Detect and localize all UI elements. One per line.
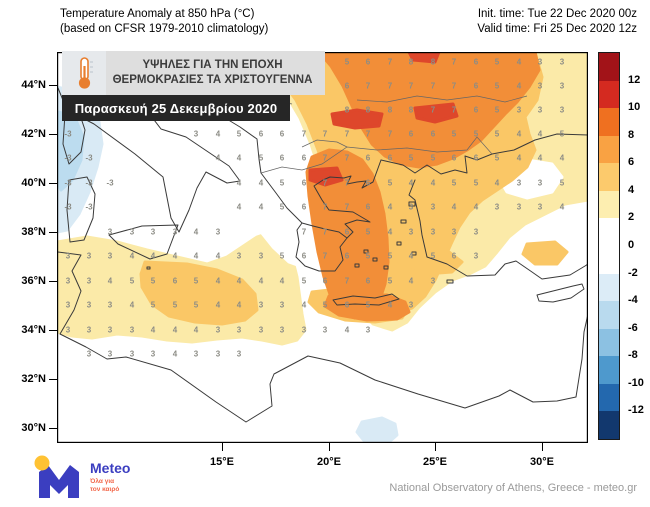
colorbar-label: -8 — [628, 349, 638, 362]
title-line-1: Temperature Anomaly at 850 hPa (°C) — [60, 8, 255, 20]
thermometer-icon — [62, 51, 106, 95]
model-times: Init. time: Tue 22 Dec 2020 00z Valid ti… — [477, 7, 637, 37]
lat-axis-label: 42°N — [21, 128, 46, 140]
map-title: Temperature Anomaly at 850 hPa (°C) (bas… — [60, 7, 268, 37]
headline-line-2: ΘΕΡΜΟΚΡΑΣΙΕΣ ΤΑ ΧΡΙΣΤΟΥΓΕΝΝΑ — [112, 74, 313, 86]
lon-tick — [329, 443, 331, 451]
colorbar-label: 10 — [628, 101, 641, 114]
colorbar-cell — [599, 356, 619, 384]
lon-axis-label: 30°E — [530, 456, 554, 468]
colorbar-label: 4 — [628, 183, 635, 196]
colorbar-cell — [599, 245, 619, 274]
lat-tick — [49, 134, 57, 136]
lat-axis-label: 32°N — [21, 373, 46, 385]
colorbar-cell — [599, 190, 619, 219]
lat-tick — [49, 232, 57, 234]
date-banner: Παρασκευή 25 Δεκεμβρίου 2020 — [62, 95, 290, 121]
brand-name: Meteo — [90, 460, 131, 476]
colorbar-label: -4 — [628, 294, 638, 307]
colorbar-label: -6 — [628, 321, 638, 334]
lat-axis-label: 30°N — [21, 422, 46, 434]
colorbar-label: 2 — [628, 211, 635, 224]
lat-tick — [49, 183, 57, 185]
colorbar-cell — [599, 53, 619, 81]
colorbar-cell — [599, 328, 619, 357]
brand-tagline: Όλα για τον καιρό — [90, 478, 120, 493]
colorbar-cell — [599, 218, 619, 246]
colorbar-cell — [599, 108, 619, 136]
colorbar-label: -10 — [628, 376, 644, 389]
colorbar-label: 8 — [628, 128, 635, 141]
colorbar-cell — [599, 301, 619, 329]
colorbar-label: 6 — [628, 156, 635, 169]
colorbar-label: -2 — [628, 266, 638, 279]
colorbar-label: 0 — [628, 239, 635, 251]
lon-tick — [222, 443, 224, 451]
lon-axis-label: 25°E — [423, 456, 447, 468]
meteo-m-icon — [34, 455, 79, 498]
coastlines — [57, 52, 588, 423]
lat-tick — [49, 330, 57, 332]
colorbar-cell — [599, 80, 619, 109]
date-label: Παρασκευή 25 Δεκεμβρίου 2020 — [74, 100, 278, 116]
headline-box: ΥΨΗΛΕΣ ΓΙΑ ΤΗΝ ΕΠΟΧΗ ΘΕΡΜΟΚΡΑΣΙΕΣ ΤΑ ΧΡΙ… — [62, 51, 325, 95]
headline-line-1: ΥΨΗΛΕΣ ΓΙΑ ΤΗΝ ΕΠΟΧΗ — [142, 59, 283, 71]
anomaly-map — [57, 52, 588, 443]
colorbar-cell — [599, 411, 619, 439]
lon-tick — [542, 443, 544, 451]
lon-tick — [435, 443, 437, 451]
colorbar — [598, 52, 620, 440]
colorbar-label: 12 — [628, 73, 641, 86]
meteo-logo: Meteo Όλα για τον καιρό — [33, 452, 163, 502]
credit-text: National Observatory of Athens, Greece -… — [389, 482, 637, 494]
colorbar-cell — [599, 163, 619, 191]
lat-axis-label: 36°N — [21, 275, 46, 287]
headline-text: ΥΨΗΛΕΣ ΓΙΑ ΤΗΝ ΕΠΟΧΗ ΘΕΡΜΟΚΡΑΣΙΕΣ ΤΑ ΧΡΙ… — [106, 58, 325, 88]
lat-tick — [49, 85, 57, 87]
lon-axis-label: 15°E — [210, 456, 234, 468]
lat-axis-label: 38°N — [21, 226, 46, 238]
colorbar-cell — [599, 383, 619, 412]
lat-tick — [49, 379, 57, 381]
valid-time: Valid time: Fri 25 Dec 2020 12z — [477, 23, 637, 35]
title-line-2: (based on CFSR 1979-2010 climatology) — [60, 23, 269, 35]
lat-axis-label: 44°N — [21, 79, 46, 91]
lat-axis-label: 40°N — [21, 177, 46, 189]
lon-axis-label: 20°E — [317, 456, 341, 468]
lat-tick — [49, 428, 57, 430]
colorbar-cell — [599, 135, 619, 164]
lat-axis-label: 34°N — [21, 324, 46, 336]
colorbar-label: -12 — [628, 404, 644, 417]
lat-tick — [49, 281, 57, 283]
colorbar-cell — [599, 273, 619, 302]
init-time: Init. time: Tue 22 Dec 2020 00z — [477, 8, 637, 20]
